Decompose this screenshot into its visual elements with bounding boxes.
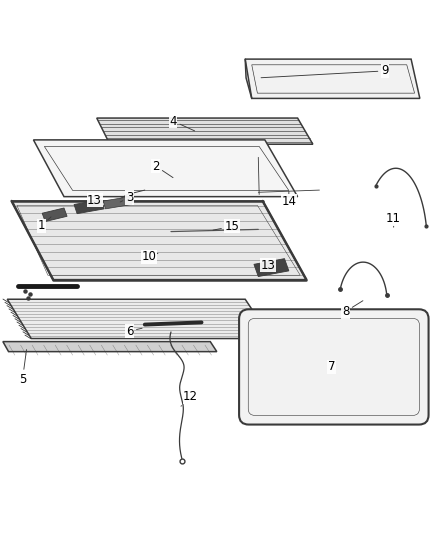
Text: 11: 11 [386, 212, 401, 227]
Text: 13: 13 [261, 259, 276, 272]
Text: 1: 1 [38, 217, 51, 232]
Polygon shape [245, 59, 420, 99]
Text: 3: 3 [120, 191, 133, 204]
FancyBboxPatch shape [239, 309, 428, 425]
Text: 10: 10 [142, 251, 158, 263]
Polygon shape [42, 208, 67, 222]
Text: 12: 12 [181, 390, 198, 406]
Text: 15: 15 [213, 220, 240, 233]
Text: 2: 2 [152, 159, 173, 177]
Polygon shape [97, 118, 313, 144]
Text: 13: 13 [87, 193, 102, 207]
Polygon shape [7, 299, 272, 338]
Text: 14: 14 [281, 191, 297, 207]
Polygon shape [33, 140, 297, 197]
Text: 6: 6 [126, 325, 142, 337]
Polygon shape [3, 342, 217, 352]
Polygon shape [254, 259, 289, 277]
Text: 5: 5 [19, 350, 27, 386]
Polygon shape [12, 201, 306, 280]
Text: 4: 4 [170, 115, 194, 131]
Polygon shape [74, 200, 104, 214]
Text: 7: 7 [328, 360, 336, 374]
Text: 8: 8 [342, 301, 363, 318]
Polygon shape [103, 197, 132, 209]
Text: 9: 9 [261, 64, 389, 78]
